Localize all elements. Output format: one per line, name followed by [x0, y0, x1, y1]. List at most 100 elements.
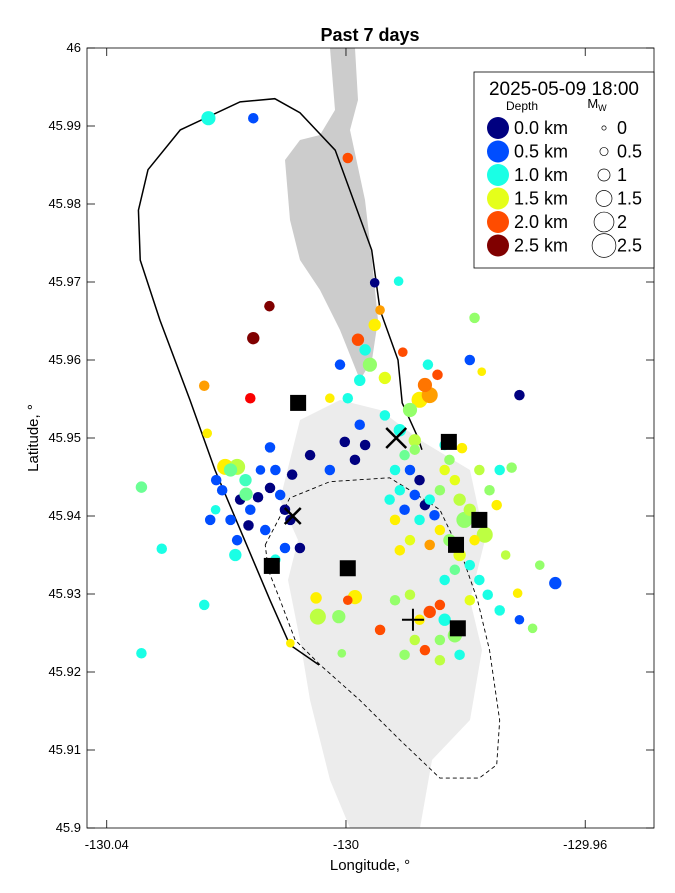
- earthquake-point: [449, 564, 461, 576]
- earthquake-point: [379, 410, 391, 421]
- x-tick-label: -130: [333, 837, 359, 852]
- x-axis: -130.04 -130 -129.96: [85, 48, 607, 852]
- earthquake-point: [449, 474, 461, 486]
- y-axis: 45.9 45.91 45.92 45.93 45.94 45.95 45.96 45.97 4…: [48, 40, 654, 835]
- legend-mag-label: 0: [617, 118, 627, 138]
- earthquake-point: [456, 511, 473, 528]
- earthquake-point: [239, 487, 253, 501]
- legend-depth-swatch: [487, 211, 509, 233]
- earthquake-point: [514, 614, 525, 625]
- y-tick-label: 45.91: [48, 742, 81, 757]
- y-tick-label: 45.97: [48, 274, 81, 289]
- legend-mag-swatch: [597, 168, 611, 182]
- legend-mag-swatch: [599, 147, 609, 156]
- earthquake-point: [534, 560, 545, 570]
- earthquake-point: [527, 623, 538, 634]
- earthquake-point: [399, 649, 410, 661]
- earthquake-point: [474, 464, 485, 476]
- earthquake-point: [374, 624, 386, 636]
- earthquake-point: [198, 599, 210, 611]
- earthquake-point: [409, 634, 421, 646]
- earthquake-point: [439, 574, 450, 586]
- station-square-marker: [263, 557, 280, 574]
- earthquake-point: [294, 542, 306, 554]
- earthquake-point: [359, 344, 371, 356]
- earthquake-point: [231, 534, 243, 546]
- earthquake-point: [310, 592, 322, 604]
- earthquake-point: [476, 526, 493, 543]
- legend-mag-swatch: [591, 233, 617, 258]
- lava-flows: [280, 48, 485, 828]
- earthquake-point: [414, 474, 425, 486]
- earthquake-point: [375, 305, 385, 315]
- earthquake-point: [324, 464, 336, 476]
- y-tick-label: 45.99: [48, 118, 81, 133]
- earthquake-point: [223, 463, 238, 477]
- earthquake-point: [255, 465, 266, 475]
- earthquake-point: [424, 494, 435, 505]
- earthquake-point: [239, 473, 252, 487]
- earthquake-point: [464, 354, 476, 366]
- legend-mag-title: MW: [587, 96, 607, 113]
- earthquake-point: [332, 609, 346, 624]
- earthquake-point: [210, 474, 222, 486]
- legend-mag-label: 1.5: [617, 189, 642, 209]
- earthquake-point: [399, 449, 410, 461]
- earthquake-points: [135, 111, 562, 666]
- earthquake-point: [337, 648, 347, 658]
- earthquake-point: [482, 589, 493, 601]
- legend-mag-label: 1: [617, 165, 627, 185]
- earthquake-point: [494, 464, 505, 476]
- y-tick-label: 45.98: [48, 196, 81, 211]
- earthquake-point: [484, 485, 495, 496]
- earthquake-point: [202, 428, 213, 439]
- earthquake-point: [424, 539, 435, 551]
- earthquake-point: [135, 481, 148, 493]
- earthquake-point: [500, 550, 511, 560]
- x-tick-label: -129.96: [563, 837, 607, 852]
- earthquake-point: [389, 514, 401, 526]
- earthquake-point: [434, 599, 446, 611]
- earthquake-point: [252, 492, 264, 503]
- earthquake-point: [243, 520, 254, 531]
- earthquake-point: [477, 367, 487, 377]
- earthquake-point: [417, 377, 433, 393]
- earthquake-point: [359, 439, 371, 451]
- legend-depth-swatch: [487, 187, 509, 210]
- earthquake-point: [389, 464, 401, 476]
- legend-depth-swatch: [487, 117, 509, 139]
- earthquake-point: [245, 392, 256, 404]
- earthquake-point: [264, 442, 276, 453]
- earthquake-point: [494, 605, 505, 616]
- earthquake-point: [351, 333, 365, 346]
- legend-depth-swatch: [487, 164, 509, 186]
- earthquake-point: [342, 595, 353, 606]
- x-marker: [283, 507, 302, 525]
- earthquake-point: [408, 434, 421, 447]
- earthquake-point: [464, 594, 476, 606]
- earthquake-point: [201, 111, 216, 126]
- earthquake-point: [397, 347, 408, 358]
- x-marker: [385, 427, 408, 449]
- earthquake-point: [434, 524, 446, 536]
- legend: 2025-05-09 18:00 Depth MW 0.0 km 0.5 km 1.…: [473, 71, 655, 269]
- earthquake-point: [438, 613, 451, 626]
- legend-depth-label: 1.5 km: [514, 189, 568, 209]
- chart-title: Past 7 days: [320, 25, 419, 45]
- earthquake-point: [512, 588, 523, 599]
- legend-mag-symbol: M: [587, 96, 598, 111]
- x-axis-label: Longitude, °: [330, 857, 410, 874]
- y-tick-label: 45.94: [48, 508, 81, 523]
- earthquake-point: [270, 464, 281, 476]
- earthquake-point: [506, 462, 517, 473]
- earthquake-point: [264, 482, 276, 494]
- earthquake-point: [198, 380, 210, 391]
- legend-mag-swatch: [601, 125, 607, 131]
- earthquake-point: [393, 424, 406, 437]
- earthquake-point: [264, 300, 275, 312]
- earthquake-point: [444, 454, 455, 466]
- earthquake-point: [394, 545, 406, 556]
- earthquake-point: [204, 514, 216, 526]
- earthquake-point: [456, 442, 468, 454]
